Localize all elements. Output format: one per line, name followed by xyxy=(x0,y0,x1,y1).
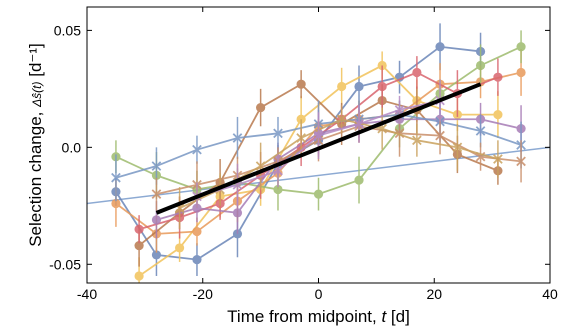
data-point xyxy=(493,109,503,120)
data-point xyxy=(493,154,503,164)
data-point xyxy=(296,79,306,89)
data-point xyxy=(111,198,121,209)
data-point xyxy=(111,172,121,183)
data-point xyxy=(296,133,306,143)
x-tick-label: -20 xyxy=(193,286,213,302)
data-point xyxy=(394,105,405,115)
x-axis-label: Time from midpoint, t [d] xyxy=(227,307,410,326)
series-5 xyxy=(134,70,503,267)
data-point xyxy=(151,189,162,199)
data-point xyxy=(134,240,144,251)
data-point xyxy=(134,224,144,234)
plot-data-layer xyxy=(87,23,550,283)
data-point xyxy=(435,42,445,52)
data-point xyxy=(475,126,486,136)
x-tick-label: 20 xyxy=(426,286,442,302)
data-point xyxy=(475,60,486,71)
data-point xyxy=(412,67,422,78)
data-point xyxy=(256,102,266,113)
data-point xyxy=(313,189,324,199)
data-point xyxy=(151,161,162,171)
fit-line xyxy=(155,82,482,215)
series-10 xyxy=(174,105,503,230)
axes-layer: -40 -20 0 20 40 -0.05 0.0 0.05 xyxy=(49,7,558,302)
data-point xyxy=(273,184,283,195)
data-point xyxy=(232,208,243,218)
data-point xyxy=(493,72,503,82)
data-point xyxy=(273,165,283,176)
x-tick-label: 40 xyxy=(542,286,558,302)
data-point xyxy=(151,250,162,260)
data-point xyxy=(516,42,526,52)
data-point xyxy=(336,114,347,125)
data-point xyxy=(232,133,243,143)
data-point xyxy=(435,130,445,141)
data-point xyxy=(273,128,283,139)
y-tick-label: 0.0 xyxy=(62,139,82,155)
x-tick-label: -40 xyxy=(77,286,97,302)
data-point xyxy=(337,81,347,92)
data-point xyxy=(354,81,364,92)
data-point xyxy=(192,255,202,265)
data-point xyxy=(151,215,162,225)
data-point xyxy=(175,243,185,253)
reference-line xyxy=(87,146,550,205)
data-point xyxy=(516,67,526,78)
y-axis-label: Selection change, Δŝ(t) [d⁻¹] xyxy=(26,43,45,247)
series-line xyxy=(156,118,522,221)
series-line xyxy=(156,125,522,195)
y-tick-label: -0.05 xyxy=(49,256,81,272)
data-point xyxy=(313,130,324,141)
x-tick-label: 0 xyxy=(315,286,323,302)
data-point xyxy=(452,142,463,153)
data-point xyxy=(377,81,387,92)
data-point xyxy=(412,135,422,146)
y-tick-label: 0.05 xyxy=(54,22,81,38)
data-point xyxy=(192,226,202,237)
data-point xyxy=(134,271,144,281)
data-point xyxy=(354,175,364,185)
data-point xyxy=(192,144,202,155)
data-point xyxy=(354,119,364,129)
data-point xyxy=(516,156,526,167)
